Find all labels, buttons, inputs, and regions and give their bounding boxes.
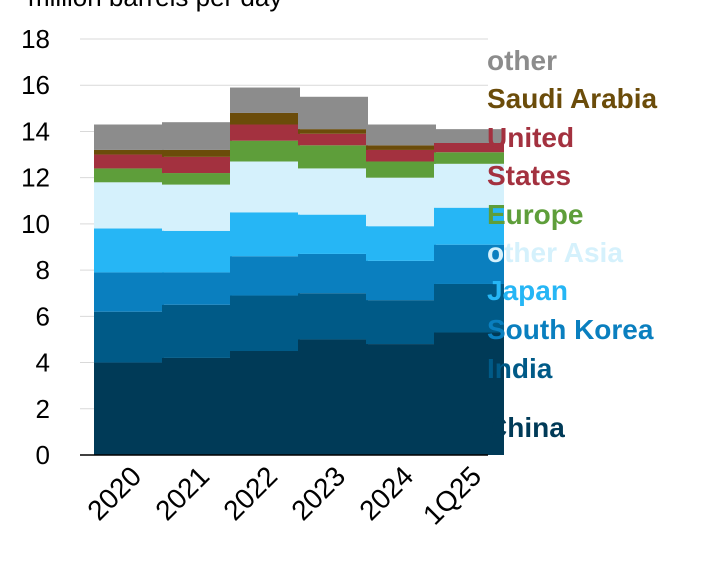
bar-segment-1q25-japan: [434, 207, 504, 245]
bar-segment-2022-south-korea: [230, 256, 300, 296]
legend-label-saudi-arabia: Saudi Arabia: [487, 83, 658, 114]
x-tick-label-2022: 2022: [217, 460, 283, 526]
bar-segment-2020-other-asia: [94, 182, 164, 229]
bar-segment-2023-other-asia: [298, 168, 368, 215]
bar-segment-1q25-south-korea: [434, 244, 504, 284]
y-tick-label-14: 14: [21, 116, 50, 146]
legend: other Saudi Arabia United States Europe other…: [487, 45, 658, 443]
bar-segment-2023-china: [298, 339, 368, 455]
x-tick-label-2024: 2024: [353, 460, 419, 526]
y-tick-label-6: 6: [36, 301, 50, 331]
bar-segment-2024-europe: [366, 161, 436, 178]
bar-segment-2023-united-states: [298, 133, 368, 146]
legend-label-china: China: [487, 412, 565, 443]
bar-segment-2024-south-korea: [366, 260, 436, 301]
bar-segment-1q25-europe: [434, 152, 504, 164]
bar-segment-2023-saudi-arabia: [298, 129, 368, 134]
bar-segment-1q25-china: [434, 332, 504, 455]
bars: [80, 87, 504, 456]
legend-label-other-asia: other Asia: [487, 237, 623, 268]
bar-segment-1q25-other-asia: [434, 163, 504, 208]
y-axis-ticks: 0 2 4 6 8 10 12 14 16 18: [21, 24, 50, 470]
bar-segment-2022-saudi-arabia: [230, 112, 300, 125]
bar-segment-2023-south-korea: [298, 253, 368, 294]
bar-segment-2020-china: [94, 362, 164, 455]
bar-segment-2022-other: [230, 87, 300, 113]
bar-segment-2024-japan: [366, 226, 436, 261]
bar-segment-2022-japan: [230, 212, 300, 257]
legend-label-other: other: [487, 45, 557, 76]
legend-label-europe: Europe: [487, 199, 583, 230]
y-tick-label-8: 8: [36, 255, 50, 285]
bar-segment-2021-japan: [162, 230, 232, 273]
bar-segment-1q25-united-states: [434, 143, 504, 153]
legend-label-south-korea: South Korea: [487, 314, 654, 345]
bar-segment-2020-other: [94, 124, 164, 150]
bar-segment-2022-india: [230, 295, 300, 351]
x-tick-label-2021: 2021: [149, 460, 215, 526]
bar-segment-2024-india: [366, 300, 436, 345]
bar-segment-2024-other: [366, 124, 436, 146]
bar-segment-2020-europe: [94, 168, 164, 183]
bar-segment-2020-united-states: [94, 154, 164, 169]
bar-segment-2024-united-states: [366, 149, 436, 162]
y-axis-label: million barrels per day: [28, 0, 282, 12]
bar-segment-2021-india: [162, 304, 232, 358]
bar-segment-1q25-india: [434, 283, 504, 333]
bar-segment-2022-china: [230, 351, 300, 455]
bar-segment-2021-other-asia: [162, 184, 232, 231]
bar-segment-2022-other-asia: [230, 161, 300, 213]
bar-segment-2023-europe: [298, 145, 368, 169]
bar-segment-2022-europe: [230, 140, 300, 162]
legend-label-japan: Japan: [487, 275, 568, 306]
y-tick-label-18: 18: [21, 24, 50, 54]
bar-segment-2021-south-korea: [162, 272, 232, 305]
x-tick-label-1q25: 1Q25: [417, 460, 487, 530]
bar-segment-2021-china: [162, 357, 232, 455]
bar-segment-2021-other: [162, 122, 232, 150]
bar-segment-2023-india: [298, 293, 368, 340]
x-tick-label-2023: 2023: [285, 460, 351, 526]
x-tick-label-2020: 2020: [81, 460, 147, 526]
bar-segment-2021-saudi-arabia: [162, 149, 232, 157]
legend-label-india: India: [487, 353, 553, 384]
y-tick-label-16: 16: [21, 70, 50, 100]
y-tick-label-2: 2: [36, 394, 50, 424]
y-tick-label-0: 0: [36, 440, 50, 470]
bar-segment-2020-india: [94, 311, 164, 363]
bar-segment-2024-china: [366, 344, 436, 455]
bar-segment-2024-saudi-arabia: [366, 145, 436, 150]
bar-segment-1q25-other: [434, 129, 504, 143]
bar-segment-2020-south-korea: [94, 272, 164, 312]
y-tick-label-12: 12: [21, 163, 50, 193]
bar-segment-2024-other-asia: [366, 177, 436, 227]
bar-segment-2022-united-states: [230, 124, 300, 141]
bar-segment-2021-europe: [162, 173, 232, 185]
legend-label-united-states-line1: United: [487, 122, 574, 153]
y-tick-label-10: 10: [21, 209, 50, 239]
bar-segment-2020-japan: [94, 228, 164, 273]
y-tick-label-4: 4: [36, 348, 50, 378]
bar-segment-2023-other: [298, 96, 368, 130]
bar-segment-2021-united-states: [162, 156, 232, 174]
bar-segment-2020-saudi-arabia: [94, 149, 164, 155]
bar-segment-2023-japan: [298, 214, 368, 254]
legend-label-united-states-line2: States: [487, 160, 571, 191]
